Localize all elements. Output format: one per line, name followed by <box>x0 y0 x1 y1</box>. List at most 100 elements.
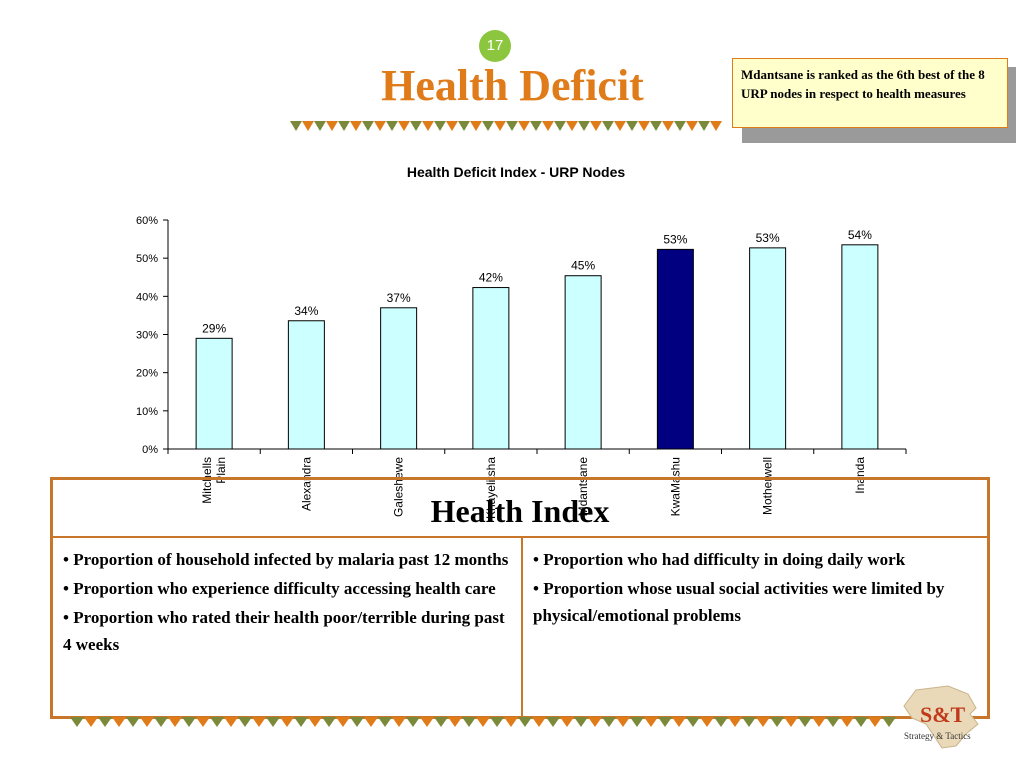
x-tick-label: Khayelitsha <box>484 457 498 519</box>
triangle-decoration <box>700 717 714 727</box>
bar-inanda <box>841 244 879 450</box>
x-tick-label: KwaMashu <box>668 457 682 516</box>
triangle-decoration <box>420 717 434 727</box>
triangle-decoration <box>98 717 112 727</box>
triangle-decoration <box>266 717 280 727</box>
triangle-decoration <box>784 717 798 727</box>
triangle-decoration <box>182 717 196 727</box>
slide-number-badge: 17 <box>479 30 511 62</box>
triangle-decoration <box>168 717 182 727</box>
triangle-decoration <box>378 717 392 727</box>
triangle-decoration <box>742 717 756 727</box>
triangle-border-top <box>290 121 722 131</box>
triangle-decoration <box>756 717 770 727</box>
triangle-decoration <box>662 121 674 131</box>
triangle-decoration <box>546 717 560 727</box>
y-tick-label: 50% <box>136 253 158 265</box>
triangle-decoration <box>674 121 686 131</box>
triangle-decoration <box>616 717 630 727</box>
data-label: 53% <box>756 231 780 245</box>
triangle-decoration <box>672 717 686 727</box>
y-tick-label: 20% <box>136 368 158 380</box>
triangle-decoration <box>326 121 338 131</box>
triangle-decoration <box>590 121 602 131</box>
triangle-decoration <box>362 121 374 131</box>
triangle-decoration <box>290 121 302 131</box>
triangle-decoration <box>434 121 446 131</box>
triangle-decoration <box>578 121 590 131</box>
triangle-decoration <box>126 717 140 727</box>
triangle-decoration <box>398 121 410 131</box>
triangle-decoration <box>626 121 638 131</box>
health-index-item: • Proportion of household infected by ma… <box>63 550 509 569</box>
triangle-decoration <box>798 717 812 727</box>
health-index-title: Health Index <box>53 480 987 538</box>
data-label: 29% <box>202 321 226 335</box>
x-tick-label-line: Galeshewe <box>392 457 406 517</box>
triangle-decoration <box>112 717 126 727</box>
triangle-decoration <box>494 121 506 131</box>
x-tick-label-line: Motherwell <box>761 457 775 515</box>
triangle-decoration <box>560 717 574 727</box>
x-tick-label-line: Inanda <box>853 457 867 494</box>
triangle-decoration <box>602 121 614 131</box>
triangle-decoration <box>542 121 554 131</box>
triangle-decoration <box>386 121 398 131</box>
triangle-decoration <box>644 717 658 727</box>
triangle-decoration <box>84 717 98 727</box>
triangle-decoration <box>392 717 406 727</box>
triangle-decoration <box>812 717 826 727</box>
triangle-decoration <box>714 717 728 727</box>
triangle-decoration <box>336 717 350 727</box>
triangle-decoration <box>882 717 896 727</box>
triangle-decoration <box>506 121 518 131</box>
triangle-decoration <box>770 717 784 727</box>
bar-kwamashu <box>656 248 694 450</box>
y-tick-label: 60% <box>136 215 158 227</box>
triangle-decoration <box>252 717 266 727</box>
health-index-left-column: • Proportion of household infected by ma… <box>53 538 523 716</box>
triangle-decoration <box>658 717 672 727</box>
data-label: 37% <box>387 291 411 305</box>
triangle-decoration <box>518 121 530 131</box>
triangle-decoration <box>490 717 504 727</box>
triangle-decoration <box>448 717 462 727</box>
triangle-decoration <box>70 717 84 727</box>
health-index-item: • Proportion whose usual social activiti… <box>533 579 945 625</box>
y-tick-label: 30% <box>136 330 158 342</box>
triangle-decoration <box>308 717 322 727</box>
triangle-decoration <box>554 121 566 131</box>
x-tick-label: Inanda <box>853 457 867 494</box>
triangle-decoration <box>410 121 422 131</box>
data-label: 42% <box>479 271 503 285</box>
triangle-decoration <box>530 121 542 131</box>
triangle-decoration <box>224 717 238 727</box>
triangle-decoration <box>458 121 470 131</box>
triangle-decoration <box>630 717 644 727</box>
triangle-decoration <box>280 717 294 727</box>
triangle-decoration <box>462 717 476 727</box>
triangle-decoration <box>476 717 490 727</box>
triangle-decoration <box>446 121 458 131</box>
triangle-decoration <box>314 121 326 131</box>
x-tick-label: Mdantsane <box>576 457 590 517</box>
triangle-decoration <box>698 121 710 131</box>
health-index-right-column: • Proportion who had difficulty in doing… <box>523 538 987 716</box>
triangle-decoration <box>566 121 578 131</box>
triangle-decoration <box>364 717 378 727</box>
triangle-decoration <box>196 717 210 727</box>
x-tick-label-line: KwaMashu <box>668 457 682 516</box>
triangle-decoration <box>422 121 434 131</box>
x-tick-label-line: Khayelitsha <box>484 457 498 519</box>
triangle-decoration <box>322 717 336 727</box>
africa-map-logo-icon <box>903 685 979 749</box>
x-tick-label-line: Mdantsane <box>576 457 590 517</box>
logo-text: S&T <box>920 702 966 727</box>
triangle-decoration <box>614 121 626 131</box>
triangle-decoration <box>710 121 722 131</box>
triangle-decoration <box>302 121 314 131</box>
x-tick-label-line: Alexandra <box>299 457 313 511</box>
triangle-decoration <box>406 717 420 727</box>
triangle-decoration <box>294 717 308 727</box>
data-label: 54% <box>848 228 872 242</box>
